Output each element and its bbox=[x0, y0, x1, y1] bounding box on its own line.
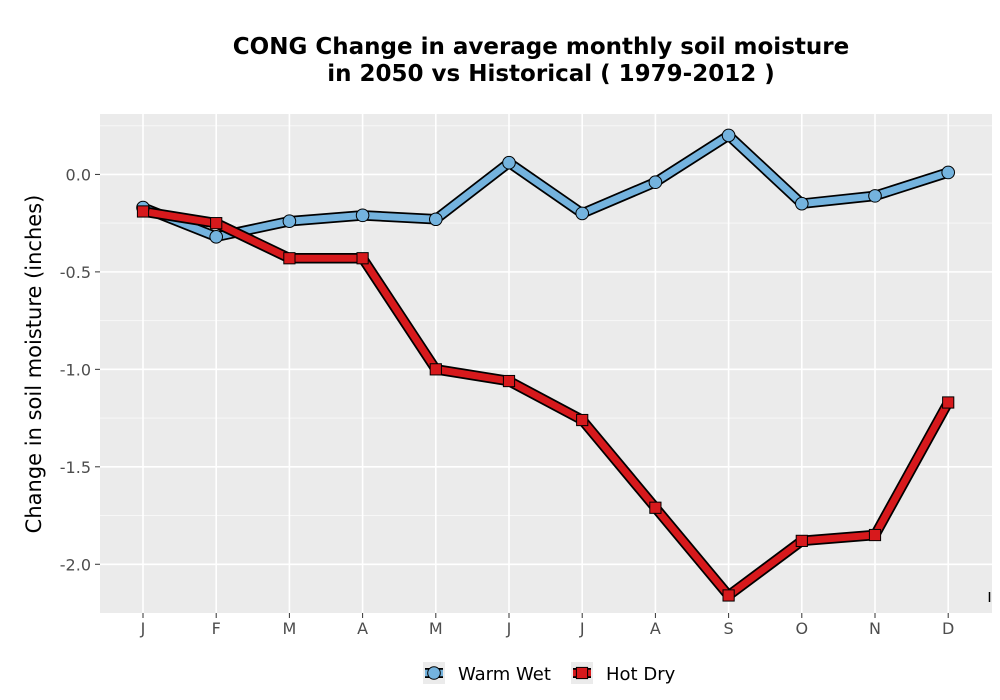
data-point bbox=[355, 208, 370, 223]
legend-key-marker bbox=[427, 666, 441, 680]
legend-key-marker bbox=[575, 666, 589, 680]
data-point bbox=[209, 230, 223, 244]
data-point bbox=[795, 196, 809, 211]
x-tick-label: O bbox=[796, 619, 809, 638]
x-tick-label: M bbox=[282, 619, 296, 638]
data-point bbox=[942, 396, 955, 409]
chart-title-line1: CONG Change in average monthly soil mois… bbox=[233, 34, 849, 60]
x-tick-label: J bbox=[579, 619, 585, 638]
chart-title-line2: in 2050 vs Historical ( 1979-2012 ) bbox=[327, 61, 774, 87]
legend-item-0: Warm Wet bbox=[423, 662, 551, 685]
grid-minor bbox=[100, 125, 992, 517]
data-point bbox=[210, 217, 223, 230]
legend-label: Hot Dry bbox=[606, 664, 676, 685]
x-tick-label: A bbox=[357, 619, 368, 638]
data-point bbox=[282, 214, 297, 229]
legend: Warm Wet Hot Dry bbox=[423, 662, 676, 685]
y-tick-label: 0.0 bbox=[66, 165, 91, 184]
data-point bbox=[502, 374, 516, 388]
x-tick-label: F bbox=[212, 619, 221, 638]
data-point bbox=[283, 252, 296, 265]
y-axis-ticks: 0.0 -0.5 -1.0 -1.5 -2.0 bbox=[60, 165, 100, 574]
data-point bbox=[649, 501, 662, 514]
data-point bbox=[429, 363, 442, 376]
data-point bbox=[575, 206, 590, 221]
data-point bbox=[941, 165, 956, 180]
x-tick-label: M bbox=[429, 619, 443, 638]
data-point bbox=[648, 175, 663, 190]
series-1 bbox=[137, 206, 954, 601]
series-line bbox=[139, 207, 952, 599]
data-point bbox=[795, 534, 808, 547]
data-point bbox=[722, 589, 735, 602]
x-tick-label: S bbox=[724, 619, 734, 638]
data-point bbox=[868, 189, 882, 203]
x-tick-label: J bbox=[506, 619, 512, 638]
data-point bbox=[576, 413, 589, 427]
y-tick-label: -1.0 bbox=[60, 360, 91, 379]
x-tick-label: J bbox=[140, 619, 146, 638]
data-point bbox=[429, 212, 443, 227]
legend-item-1: Hot Dry bbox=[571, 662, 676, 685]
data-point bbox=[868, 528, 882, 542]
x-tick-label: A bbox=[650, 619, 661, 638]
y-axis-label: Change in soil moisture (inches) bbox=[22, 195, 46, 534]
series-layer bbox=[136, 128, 956, 602]
data-point bbox=[502, 155, 516, 170]
y-tick-label: -1.5 bbox=[60, 458, 91, 477]
series-0-markers bbox=[136, 128, 956, 244]
data-point bbox=[136, 205, 150, 218]
x-tick-label: N bbox=[869, 619, 881, 638]
y-tick-label: -2.0 bbox=[60, 555, 91, 574]
legend-label: Warm Wet bbox=[458, 664, 551, 685]
data-point bbox=[721, 128, 736, 143]
series-1-markers bbox=[136, 205, 955, 602]
x-tick-label: D bbox=[942, 619, 954, 638]
y-tick-label: -0.5 bbox=[60, 263, 91, 282]
data-point bbox=[356, 252, 369, 265]
series-line bbox=[139, 131, 952, 241]
series-0 bbox=[137, 130, 954, 243]
